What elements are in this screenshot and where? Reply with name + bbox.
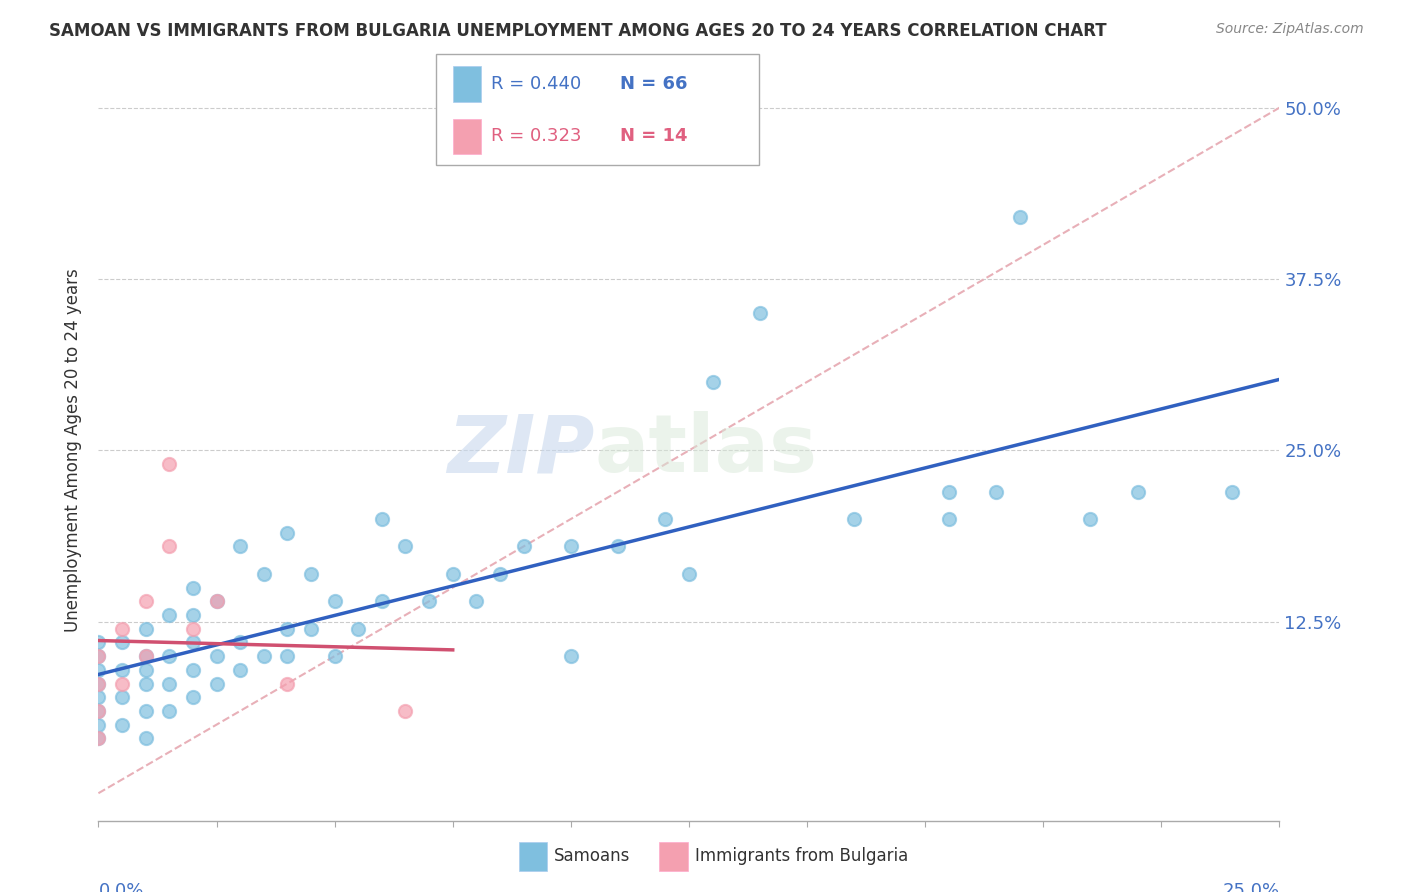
Point <box>111 663 134 677</box>
Point <box>135 663 157 677</box>
Point <box>607 540 630 554</box>
Point <box>512 540 534 554</box>
Point <box>938 484 960 499</box>
Point <box>205 649 228 664</box>
Point <box>157 676 180 690</box>
Point <box>87 690 110 705</box>
Point <box>181 635 204 649</box>
Point <box>229 635 252 649</box>
Point <box>135 649 157 664</box>
Point <box>111 717 134 731</box>
Point <box>1126 484 1149 499</box>
Point <box>984 484 1007 499</box>
Point <box>157 649 180 664</box>
Point <box>276 649 298 664</box>
Point <box>299 566 322 581</box>
Point <box>87 717 110 731</box>
Point <box>371 512 394 526</box>
Text: 25.0%: 25.0% <box>1222 882 1279 892</box>
Point <box>229 663 252 677</box>
Point <box>441 566 464 581</box>
Point <box>87 731 110 746</box>
Point <box>181 607 204 622</box>
Text: Samoans: Samoans <box>554 847 630 865</box>
Point <box>702 375 724 389</box>
Point <box>87 731 110 746</box>
Point <box>205 594 228 608</box>
Text: N = 14: N = 14 <box>620 128 688 145</box>
Point <box>560 540 582 554</box>
Point <box>157 540 180 554</box>
Point <box>323 649 346 664</box>
Point <box>748 306 770 320</box>
Point <box>678 566 700 581</box>
Point <box>135 676 157 690</box>
Point <box>276 622 298 636</box>
Point <box>347 622 370 636</box>
Text: N = 66: N = 66 <box>620 75 688 93</box>
Point <box>253 649 276 664</box>
Text: Source: ZipAtlas.com: Source: ZipAtlas.com <box>1216 22 1364 37</box>
Point <box>87 635 110 649</box>
Point <box>135 731 157 746</box>
Point <box>87 663 110 677</box>
Point <box>157 704 180 718</box>
Point <box>135 704 157 718</box>
Point <box>394 704 416 718</box>
Point <box>418 594 440 608</box>
Point <box>87 676 110 690</box>
Point <box>560 649 582 664</box>
Point <box>87 676 110 690</box>
Point <box>135 622 157 636</box>
Point <box>371 594 394 608</box>
Text: R = 0.440: R = 0.440 <box>491 75 581 93</box>
Point <box>87 649 110 664</box>
Point <box>1220 484 1243 499</box>
Point <box>394 540 416 554</box>
Y-axis label: Unemployment Among Ages 20 to 24 years: Unemployment Among Ages 20 to 24 years <box>63 268 82 632</box>
Point <box>229 540 252 554</box>
Point <box>465 594 488 608</box>
Point <box>181 622 204 636</box>
Point <box>299 622 322 636</box>
Point <box>181 581 204 595</box>
Point <box>135 594 157 608</box>
Point <box>87 704 110 718</box>
Point <box>205 594 228 608</box>
Text: atlas: atlas <box>595 411 817 490</box>
Point <box>87 649 110 664</box>
Point <box>844 512 866 526</box>
Point <box>323 594 346 608</box>
Point <box>157 457 180 471</box>
Text: Immigrants from Bulgaria: Immigrants from Bulgaria <box>695 847 908 865</box>
Point <box>111 690 134 705</box>
Point <box>205 676 228 690</box>
Point <box>111 676 134 690</box>
Point <box>253 566 276 581</box>
Point <box>181 690 204 705</box>
Text: SAMOAN VS IMMIGRANTS FROM BULGARIA UNEMPLOYMENT AMONG AGES 20 TO 24 YEARS CORREL: SAMOAN VS IMMIGRANTS FROM BULGARIA UNEMP… <box>49 22 1107 40</box>
Point <box>157 607 180 622</box>
Point <box>276 676 298 690</box>
Point <box>111 635 134 649</box>
Point <box>1008 211 1031 225</box>
Point <box>181 663 204 677</box>
Point <box>489 566 512 581</box>
Text: R = 0.323: R = 0.323 <box>491 128 581 145</box>
Point <box>135 649 157 664</box>
Point <box>111 622 134 636</box>
Text: 0.0%: 0.0% <box>98 882 143 892</box>
Point <box>938 512 960 526</box>
Point <box>654 512 676 526</box>
Point <box>276 525 298 540</box>
Point <box>1080 512 1102 526</box>
Text: ZIP: ZIP <box>447 411 595 490</box>
Point <box>87 704 110 718</box>
